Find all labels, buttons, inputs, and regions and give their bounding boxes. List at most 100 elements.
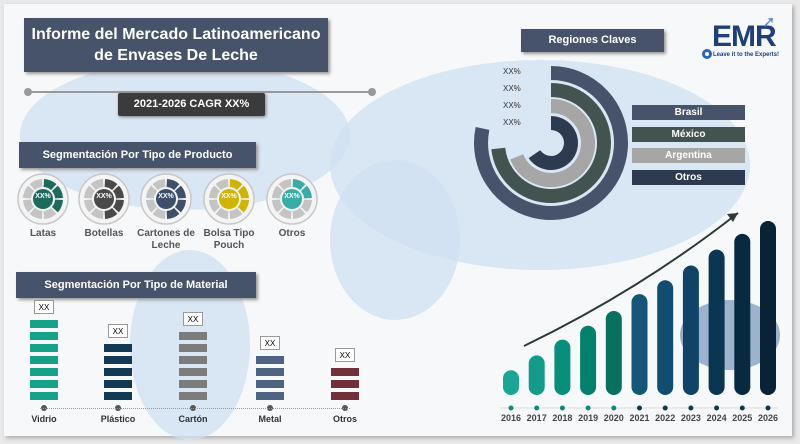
donut-segment — [215, 179, 229, 191]
product-label: Botellas — [84, 228, 124, 239]
year-dot — [688, 405, 694, 411]
year-dot — [611, 405, 617, 411]
material-block — [104, 392, 132, 400]
year-dot — [765, 405, 771, 411]
region-value: XX% — [503, 118, 521, 127]
title-line-1: Informe del Mercado Latinoamericano — [31, 26, 321, 43]
year-label: 2019 — [578, 413, 599, 423]
donut-segment — [152, 179, 166, 191]
region-value: XX% — [503, 101, 521, 110]
year-label: 2021 — [629, 413, 650, 423]
donut-segment — [84, 199, 96, 213]
donut-segment — [146, 185, 158, 199]
region-arc — [528, 116, 578, 170]
timeline-line — [28, 91, 372, 93]
donut-segment — [272, 185, 284, 199]
donut-segment — [237, 185, 249, 199]
region-legend-item: Argentina — [632, 148, 745, 163]
year-dot — [739, 405, 745, 411]
map-africa — [330, 160, 460, 320]
year-label: 2025 — [732, 413, 753, 423]
donut-segment — [90, 207, 104, 219]
donut-segment — [29, 179, 43, 191]
regions-heading: Regiones Claves — [521, 29, 664, 52]
material-block — [104, 356, 132, 364]
material-value-box: XX — [183, 312, 203, 326]
material-block — [30, 344, 58, 352]
region-value: XX% — [503, 84, 521, 93]
material-block — [256, 356, 284, 364]
year-label: 2017 — [526, 413, 547, 423]
page-title: Informe del Mercado Latinoamericano de E… — [24, 18, 328, 72]
emr-logo: EMR Leave it to the Experts! ➚ — [700, 12, 785, 62]
year-dot — [508, 405, 514, 411]
year-dot — [559, 405, 565, 411]
region-arc — [510, 99, 595, 187]
material-block — [331, 368, 359, 376]
material-label: Metal — [258, 414, 282, 424]
donut-value: XX% — [221, 193, 237, 200]
donut-value: XX% — [35, 193, 51, 200]
donut-segment — [23, 199, 35, 213]
growth-bar — [708, 249, 725, 395]
material-block — [256, 380, 284, 388]
product-donut: XX% — [78, 173, 130, 225]
year-label: 2020 — [603, 413, 624, 423]
donut-segment — [23, 185, 35, 199]
donut-segment — [51, 185, 63, 199]
region-value: XX% — [503, 67, 521, 76]
donut-segment — [43, 207, 57, 219]
growth-bar — [554, 339, 571, 395]
material-value-box: XX — [260, 336, 280, 350]
year-label: 2018 — [552, 413, 573, 423]
donut-segment — [29, 207, 43, 219]
product-label: Latas — [29, 228, 57, 239]
material-segment-heading: Segmentación Por Tipo de Material — [16, 272, 256, 298]
year-label: 2023 — [680, 413, 701, 423]
product-segment-heading: Segmentación Por Tipo de Producto — [19, 142, 256, 168]
product-donut: XX% — [203, 173, 255, 225]
donut-segment — [152, 207, 166, 219]
growth-bar — [682, 265, 699, 395]
year-label: 2024 — [706, 413, 727, 423]
material-block — [104, 368, 132, 376]
material-block — [179, 368, 207, 376]
year-label: 2016 — [500, 413, 522, 423]
material-block — [30, 380, 58, 388]
donut-segment — [104, 207, 118, 219]
material-value-box: XX — [108, 324, 128, 338]
timeline-dot — [24, 88, 32, 96]
material-block — [179, 332, 207, 340]
material-block — [30, 356, 58, 364]
year-label: 2022 — [655, 413, 676, 423]
material-value-box: XX — [335, 348, 355, 362]
logo-tagline: Leave it to the Experts! — [713, 52, 780, 58]
growth-bar — [503, 370, 519, 395]
material-block — [179, 380, 207, 388]
year-dot — [714, 405, 720, 411]
donut-value: XX% — [96, 193, 112, 200]
material-label: Vidrio — [31, 414, 57, 424]
donut-value: XX% — [158, 193, 174, 200]
year-dot — [662, 405, 668, 411]
material-label: Cartón — [178, 414, 208, 424]
donut-segment — [237, 199, 249, 213]
product-label: Cartones de Leche — [137, 228, 195, 251]
material-block — [179, 392, 207, 400]
arrow-head-icon — [727, 213, 738, 222]
material-block — [30, 392, 58, 400]
year-label: 2026 — [757, 413, 779, 423]
trend-arrow-icon — [523, 212, 739, 347]
region-arc — [474, 66, 628, 220]
product-label: Otros — [278, 228, 306, 239]
material-block — [179, 344, 207, 352]
growth-bar — [631, 294, 648, 395]
donut-segment — [112, 185, 124, 199]
timeline-dot — [368, 88, 376, 96]
logo-circle-icon — [702, 49, 712, 59]
donut-segment — [209, 199, 221, 213]
donut-segment — [278, 207, 292, 219]
growth-bar — [657, 280, 674, 395]
year-dot — [637, 405, 642, 411]
